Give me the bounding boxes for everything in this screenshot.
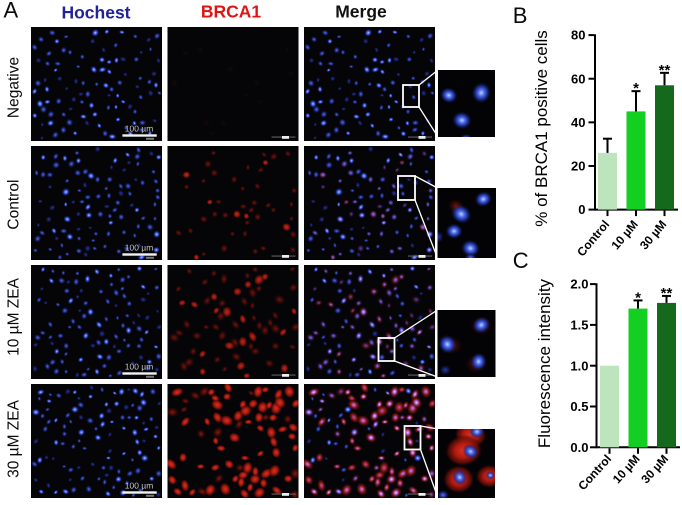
svg-text:40: 40 <box>571 115 585 130</box>
svg-text:Negative: Negative <box>5 57 22 118</box>
svg-text:0.5: 0.5 <box>570 399 588 414</box>
svg-text:B: B <box>513 3 528 28</box>
svg-text:% of BRCA1 positive cells: % of BRCA1 positive cells <box>532 30 551 227</box>
svg-text:A: A <box>4 0 19 22</box>
svg-text:C: C <box>513 248 529 273</box>
svg-text:Fluorescence intensity: Fluorescence intensity <box>535 278 554 448</box>
svg-text:0: 0 <box>578 202 585 217</box>
svg-text:Merge: Merge <box>335 2 387 22</box>
svg-text:30 µM: 30 µM <box>637 218 669 253</box>
svg-text:20: 20 <box>571 159 585 174</box>
svg-text:Hochest: Hochest <box>61 3 130 23</box>
svg-text:1.0: 1.0 <box>570 358 588 373</box>
svg-text:2.0: 2.0 <box>570 277 588 292</box>
svg-text:Control: Control <box>575 452 614 493</box>
svg-text:10 µM: 10 µM <box>610 452 643 486</box>
svg-text:30 µM: 30 µM <box>638 452 671 486</box>
svg-text:10 µM ZEA: 10 µM ZEA <box>5 277 22 356</box>
svg-text:Control: Control <box>5 180 22 230</box>
svg-text:80: 80 <box>571 28 585 43</box>
svg-text:**: ** <box>659 62 671 79</box>
svg-text:0.0: 0.0 <box>570 440 588 455</box>
svg-text:*: * <box>635 289 641 306</box>
svg-text:Control: Control <box>574 218 612 260</box>
svg-text:1.5: 1.5 <box>570 318 588 333</box>
svg-text:60: 60 <box>571 71 585 86</box>
svg-text:*: * <box>633 80 639 97</box>
svg-text:**: ** <box>661 285 673 302</box>
svg-text:BRCA1: BRCA1 <box>201 2 262 22</box>
svg-text:10 µM: 10 µM <box>608 218 640 253</box>
svg-text:30 µM ZEA: 30 µM ZEA <box>5 399 22 478</box>
